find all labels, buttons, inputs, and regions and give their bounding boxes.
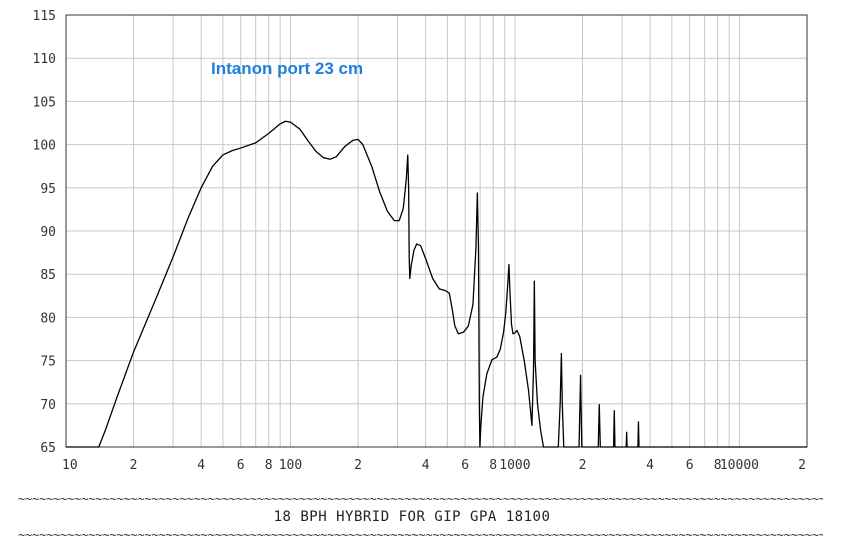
x-tick-label: 6 — [237, 458, 245, 473]
y-tick-label: 70 — [40, 398, 56, 413]
y-tick-label: 65 — [40, 441, 56, 456]
x-tick-label: 4 — [646, 458, 654, 473]
y-tick-label: 110 — [33, 52, 56, 67]
y-tick-label: 80 — [40, 311, 56, 326]
plot-frame — [65, 14, 808, 448]
x-tick-label: 4 — [422, 458, 430, 473]
axes — [65, 14, 808, 448]
x-tick-label: 6 — [686, 458, 694, 473]
y-tick-labels: 65 70 75 80 85 90 95 100 105 110 115 — [33, 9, 56, 456]
grid — [65, 14, 808, 448]
x-tick-label: 1000 — [499, 458, 530, 473]
y-tick-label: 75 — [40, 355, 56, 370]
x-tick-label: 8 — [265, 458, 273, 473]
x-tick-label: 8 — [489, 458, 497, 473]
footer-title: 18 BPH HYBRID FOR GIP GPA 18100 — [273, 509, 551, 525]
footer-divider-bottom: ~~~~~~~~~~~~~~~~~~~~~~~~~~~~~~~~~~~~~~~~… — [18, 528, 823, 542]
series-layer — [66, 120, 807, 448]
footer-divider-top: ~~~~~~~~~~~~~~~~~~~~~~~~~~~~~~~~~~~~~~~~… — [18, 492, 823, 506]
chart-annotation: Intanon port 23 cm — [211, 59, 363, 78]
x-tick-label: 2 — [130, 458, 138, 473]
x-tick-label: 10000 — [720, 458, 759, 473]
y-tick-label: 105 — [33, 95, 56, 110]
x-tick-label: 2 — [798, 458, 806, 473]
y-tick-label: 90 — [40, 225, 56, 240]
y-tick-label: 100 — [33, 139, 56, 154]
x-tick-label: 2 — [579, 458, 587, 473]
x-tick-label: 8 — [714, 458, 722, 473]
x-tick-label: 6 — [461, 458, 469, 473]
x-tick-label: 4 — [197, 458, 205, 473]
y-tick-label: 85 — [40, 268, 56, 283]
y-tick-label: 95 — [40, 182, 56, 197]
series-line — [66, 120, 807, 448]
x-tick-label: 10 — [62, 458, 78, 473]
x-tick-label: 100 — [279, 458, 302, 473]
x-tick-label: 2 — [354, 458, 362, 473]
y-tick-label: 115 — [33, 9, 56, 24]
frequency-response-chart: 65 70 75 80 85 90 95 100 105 110 115 10 2 4 6 8 100 2 4 6 8… — [33, 9, 808, 473]
